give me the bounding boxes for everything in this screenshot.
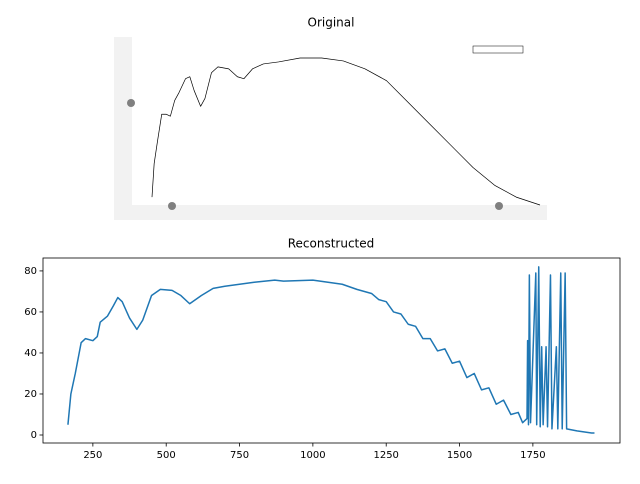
data-line: [67, 266, 595, 434]
y-tick-label: 20: [24, 389, 37, 400]
y-tick-label: 60: [24, 307, 37, 318]
image-legend: [472, 45, 524, 54]
chart-title: Original: [308, 16, 355, 30]
x-tick-label: 500: [157, 450, 176, 461]
x-tick-label: 750: [230, 450, 249, 461]
x-tick-label: 1750: [520, 450, 545, 461]
calibration-point: [495, 202, 503, 210]
y-tick-label: 0: [31, 430, 37, 441]
y-tick-label: 40: [24, 348, 37, 359]
x-tick-label: 1500: [447, 450, 472, 461]
x-tick-label: 1000: [300, 450, 325, 461]
x-tick-label: 250: [83, 450, 102, 461]
image-frame: [114, 37, 132, 220]
calibration-point: [127, 99, 135, 107]
image-frame: [114, 205, 547, 220]
axes-frame: [42, 257, 621, 444]
original-curve: [151, 57, 541, 206]
calibration-point: [168, 202, 176, 210]
x-tick-label: 1250: [373, 450, 398, 461]
y-tick-label: 80: [24, 266, 37, 277]
chart-title: Reconstructed: [288, 237, 375, 251]
